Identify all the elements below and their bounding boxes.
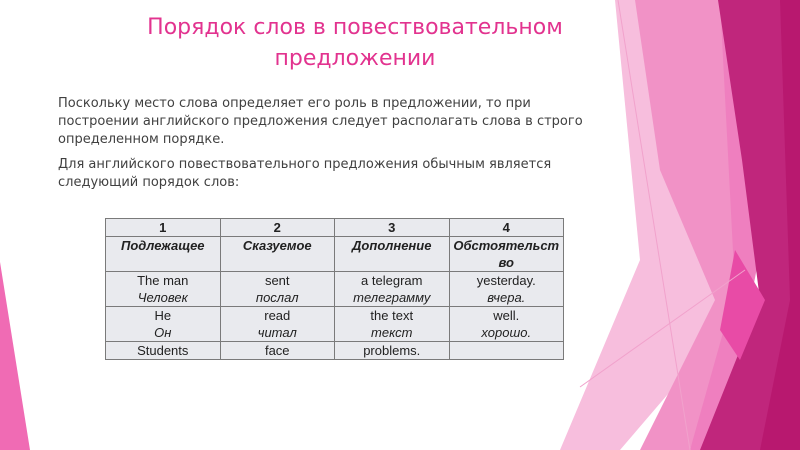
paragraph: Для английского повествовательного предл… bbox=[58, 157, 552, 190]
english-word: He bbox=[154, 308, 172, 323]
role-cell: Обстоятельство bbox=[448, 236, 564, 272]
russian-word: хорошо. bbox=[481, 325, 532, 340]
table-cell: The man Человек bbox=[105, 271, 221, 307]
decor-line bbox=[617, 0, 691, 450]
table-cell: yesterday. вчера. bbox=[448, 271, 564, 307]
russian-word: послал bbox=[255, 290, 299, 305]
magenta-dark-shape bbox=[760, 0, 800, 450]
table-header-row: 1 2 3 4 bbox=[105, 218, 564, 237]
magenta-shape bbox=[700, 0, 800, 450]
table-cell: sent послал bbox=[219, 271, 335, 307]
table-cell: the text текст bbox=[334, 306, 450, 342]
english-word: well. bbox=[493, 308, 520, 323]
role-cell: Подлежащее bbox=[105, 236, 221, 272]
word-order-table: 1 2 3 4 Подлежащее Сказуемое Дополнение … bbox=[105, 218, 564, 360]
role-cell: Дополнение bbox=[334, 236, 450, 272]
russian-word: Человек bbox=[137, 290, 188, 305]
table-cell: He Он bbox=[105, 306, 221, 342]
column-number: 3 bbox=[334, 218, 450, 237]
table-row: Students face problems. bbox=[105, 341, 564, 360]
english-word: read bbox=[264, 308, 291, 323]
table-row: The man Человек sent послал a telegram теле… bbox=[105, 271, 564, 307]
table-roles-row: Подлежащее Сказуемое Дополнение Обстояте… bbox=[105, 236, 564, 272]
paragraph: Поскольку место слова определяет его рол… bbox=[58, 96, 583, 147]
english-word: The man bbox=[137, 273, 189, 288]
russian-word: читал bbox=[257, 325, 297, 340]
slide-body: Поскольку место слова определяет его рол… bbox=[58, 95, 598, 199]
column-number: 4 bbox=[448, 218, 564, 237]
role-cell: Сказуемое bbox=[219, 236, 335, 272]
english-word: the text bbox=[370, 308, 414, 323]
russian-word: Он bbox=[154, 325, 172, 340]
table-cell: read читал bbox=[219, 306, 335, 342]
russian-word: текст bbox=[371, 325, 413, 340]
column-number: 2 bbox=[219, 218, 335, 237]
table-cell: a telegram телеграмму bbox=[334, 271, 450, 307]
table-cell: well. хорошо. bbox=[448, 306, 564, 342]
table-cell: problems. bbox=[334, 341, 450, 360]
pink-shape bbox=[635, 0, 745, 450]
russian-word: вчера. bbox=[487, 290, 526, 305]
slide-title: Порядок слов в повествовательном предлож… bbox=[147, 15, 563, 71]
table-cell: Students bbox=[105, 341, 221, 360]
column-number: 1 bbox=[105, 218, 221, 237]
english-word: sent bbox=[264, 273, 290, 288]
table-cell: face bbox=[219, 341, 335, 360]
russian-word: телеграмму bbox=[353, 290, 431, 305]
table-cell bbox=[448, 341, 564, 360]
table-row: He Он read читал the text текст well. хорошо… bbox=[105, 306, 564, 342]
decor-line bbox=[579, 269, 746, 388]
english-word: yesterday. bbox=[476, 273, 536, 288]
left-pink-triangle bbox=[0, 262, 30, 450]
english-word: a telegram bbox=[361, 273, 423, 288]
hot-pink-shape bbox=[720, 250, 765, 360]
